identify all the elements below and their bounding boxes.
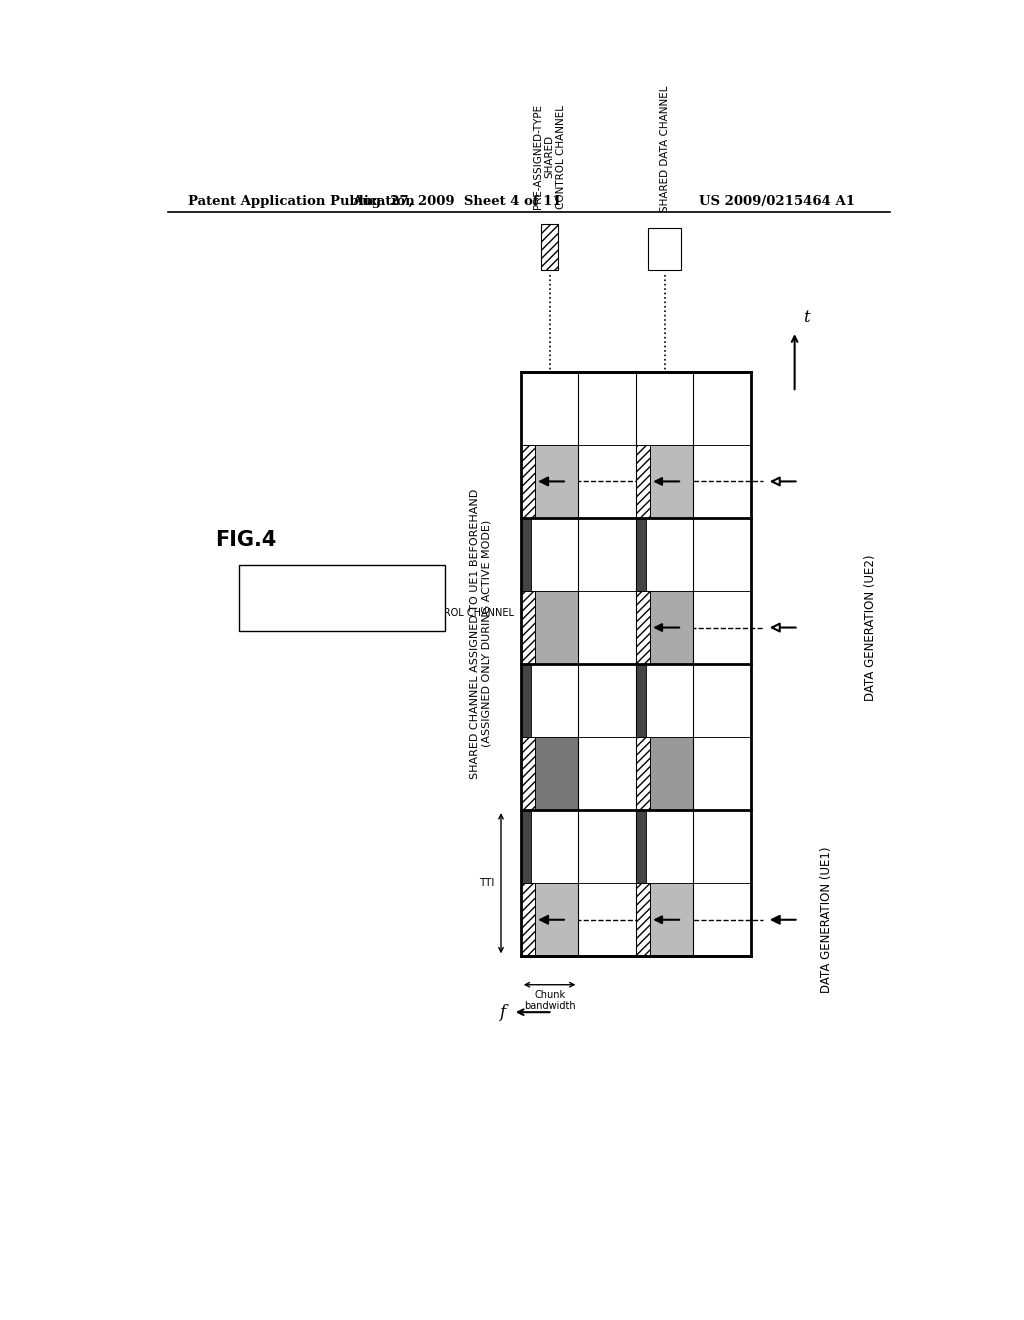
Bar — [521, 517, 579, 591]
Text: DATA GENERATION (UE1): DATA GENERATION (UE1) — [820, 846, 833, 993]
Text: Chunk
bandwidth: Chunk bandwidth — [524, 990, 575, 1011]
Bar — [693, 517, 751, 591]
Bar — [636, 591, 650, 664]
Bar — [693, 372, 751, 445]
Text: FIG.4: FIG.4 — [215, 529, 276, 549]
Bar — [636, 445, 650, 517]
Bar — [579, 445, 636, 517]
Bar — [240, 565, 445, 631]
Text: Patent Application Publication: Patent Application Publication — [187, 194, 415, 207]
Text: t: t — [803, 309, 810, 326]
Bar — [650, 883, 693, 956]
Bar — [521, 372, 579, 445]
Bar — [536, 737, 579, 810]
Bar — [521, 591, 536, 664]
Bar — [636, 517, 693, 591]
Text: SHARED DATA CHANNEL: SHARED DATA CHANNEL — [659, 86, 670, 213]
Bar — [693, 664, 751, 737]
Bar — [636, 810, 693, 883]
Bar — [579, 664, 636, 737]
Bar — [521, 445, 579, 517]
Text: Aug. 27, 2009  Sheet 4 of 11: Aug. 27, 2009 Sheet 4 of 11 — [352, 194, 562, 207]
Text: f: f — [499, 1003, 505, 1020]
Bar — [521, 737, 536, 810]
Bar — [636, 737, 693, 810]
Bar — [636, 664, 646, 737]
Bar — [636, 810, 646, 883]
Bar — [636, 517, 646, 591]
Bar — [579, 372, 636, 445]
Bar — [536, 883, 579, 956]
Bar — [521, 591, 579, 664]
Bar — [579, 810, 636, 883]
Text: US 2009/0215464 A1: US 2009/0215464 A1 — [699, 194, 855, 207]
Bar — [650, 591, 693, 664]
Bar — [693, 591, 751, 664]
Bar — [579, 883, 636, 956]
Text: ◆PHYSICAL CONTROL CHANNEL: ◆PHYSICAL CONTROL CHANNEL — [247, 583, 431, 593]
Bar — [650, 737, 693, 810]
Bar — [536, 591, 579, 664]
Bar — [693, 737, 751, 810]
Bar — [521, 517, 530, 591]
Bar — [648, 227, 681, 271]
Text: SHARED CHANNEL ASSIGNED TO UE1 BEFOREHAND
(ASSIGNED ONLY DURING ACTIVE MODE): SHARED CHANNEL ASSIGNED TO UE1 BEFOREHAN… — [470, 488, 492, 779]
Bar — [636, 883, 650, 956]
Bar — [579, 591, 636, 664]
Bar — [693, 810, 751, 883]
Bar — [579, 517, 636, 591]
Bar — [693, 883, 751, 956]
Bar — [521, 810, 579, 883]
Bar — [579, 737, 636, 810]
Bar — [636, 372, 693, 445]
Bar — [521, 445, 536, 517]
Text: DATA GENERATION (UE2): DATA GENERATION (UE2) — [863, 554, 877, 701]
Bar — [636, 737, 650, 810]
Bar — [521, 664, 579, 737]
Bar — [693, 445, 751, 517]
Bar — [521, 810, 530, 883]
Bar — [521, 883, 536, 956]
Text: PRE-ASSIGNED-TYPE
SHARED
CONTROL CHANNEL: PRE-ASSIGNED-TYPE SHARED CONTROL CHANNEL — [534, 104, 566, 210]
Bar — [636, 445, 693, 517]
Bar — [521, 664, 530, 737]
Bar — [541, 224, 558, 271]
Bar — [521, 737, 579, 810]
Text: (2a) PRE-ASSIGNED-TYPE SHARED CONTROL CHANNEL: (2a) PRE-ASSIGNED-TYPE SHARED CONTROL CH… — [247, 607, 514, 618]
Bar — [636, 664, 693, 737]
Bar — [636, 883, 693, 956]
Bar — [521, 372, 751, 956]
Bar — [536, 445, 579, 517]
Text: TTI: TTI — [479, 878, 495, 888]
Bar — [521, 883, 579, 956]
Bar — [636, 591, 693, 664]
Bar — [650, 445, 693, 517]
